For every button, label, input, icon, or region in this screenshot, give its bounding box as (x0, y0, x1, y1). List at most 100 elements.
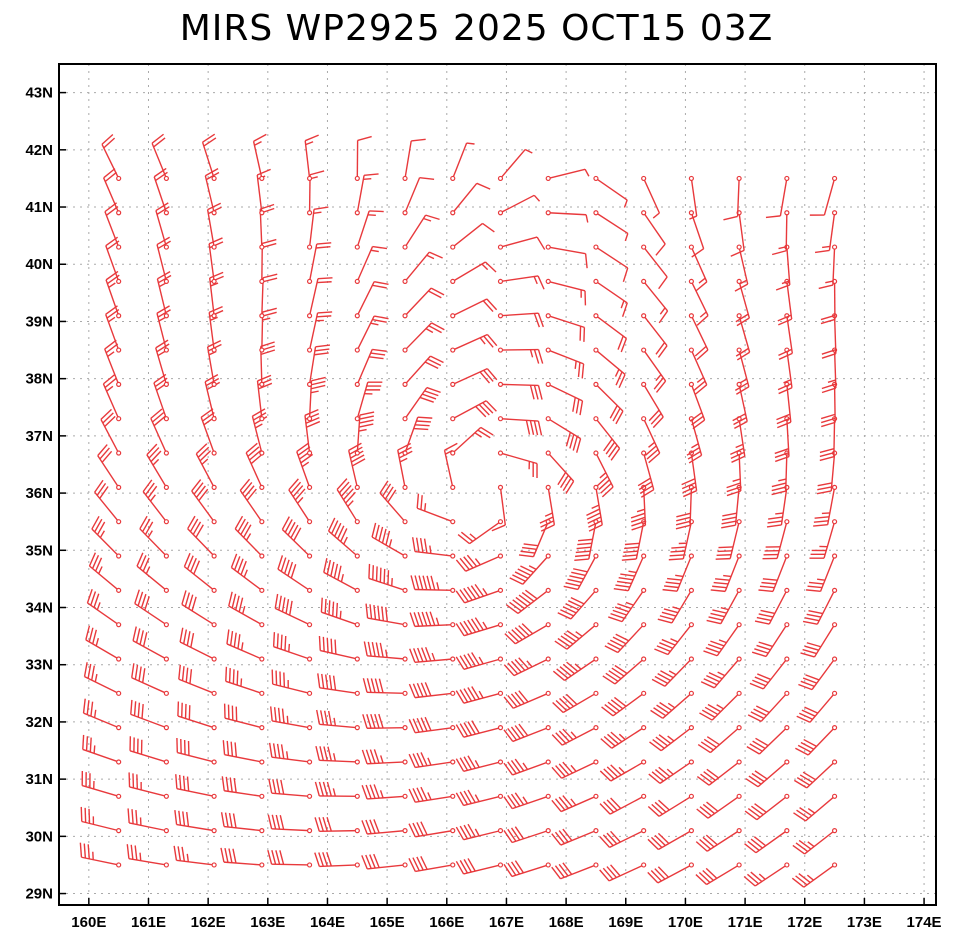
wind-barb (127, 808, 169, 834)
wind-barb (641, 278, 669, 324)
wind-barb (641, 210, 666, 256)
wind-barb (710, 553, 742, 593)
wind-barb (245, 442, 265, 490)
wind-barb (778, 313, 794, 360)
wind-barb (361, 784, 408, 800)
wind-barb (139, 515, 169, 559)
wind-barb (323, 558, 360, 593)
wind-barb (252, 133, 267, 182)
wind-barb (177, 701, 217, 731)
wind-barb (744, 828, 790, 854)
wind-barb (402, 214, 440, 250)
wind-barb (715, 519, 742, 560)
wind-barb (315, 745, 360, 765)
wind-barb (83, 662, 122, 696)
wind-barb (545, 278, 587, 306)
lon-tick-label: 161E (131, 914, 166, 931)
wind-barb (408, 716, 456, 734)
wind-barb (354, 381, 383, 422)
wind-barb (814, 210, 838, 254)
grid-lines (59, 64, 936, 905)
wind-barb (94, 479, 122, 525)
wind-barb (402, 251, 443, 285)
wind-barb (455, 617, 504, 637)
wind-barb (455, 789, 504, 807)
wind-barb (101, 134, 122, 182)
wind-barb (545, 416, 582, 453)
lat-tick-label: 36N (25, 485, 53, 502)
wind-barb (593, 175, 628, 208)
wind-barb (268, 742, 313, 765)
wind-barb (363, 641, 408, 662)
wind-barb (354, 135, 372, 182)
wind-barb (688, 347, 708, 395)
wind-barb (744, 793, 790, 821)
wind-barb (81, 771, 122, 799)
wind-barb (503, 656, 551, 677)
wind-barb (281, 516, 313, 559)
wind-barb (455, 823, 504, 841)
longitude-axis: 160E 161E 162E 163E 164E 165E 166E 167E 168E 169E… (71, 898, 942, 931)
wind-barb (604, 622, 647, 654)
wind-barb (450, 222, 495, 250)
wind-barb (402, 322, 445, 353)
wind-barb (675, 484, 694, 530)
wind-barb (751, 622, 790, 658)
wind-barb (503, 690, 551, 709)
wind-barb (179, 627, 217, 662)
wind-barb (545, 381, 584, 416)
wind-barb (518, 519, 551, 558)
wind-barb (183, 552, 217, 593)
wind-barb (802, 587, 838, 625)
wind-barb (361, 749, 408, 765)
wind-barb (696, 759, 742, 786)
wind-barb (153, 167, 169, 216)
wind-barb (402, 176, 435, 216)
wind-barb (220, 847, 265, 868)
wind-barb (191, 479, 217, 525)
wind-barb (599, 862, 647, 882)
wind-barb (80, 806, 122, 834)
wind-barb (201, 133, 217, 182)
wind-barb (734, 347, 750, 395)
wind-barb (251, 408, 268, 456)
wind-barb (379, 480, 408, 525)
wind-barb (274, 593, 313, 628)
wind-barb (696, 793, 742, 819)
wind-barb (754, 587, 790, 625)
wind-barb (304, 409, 321, 456)
wind-barb (408, 821, 456, 838)
wind-barb (700, 656, 742, 689)
wind-barb (545, 347, 585, 379)
wind-barb (503, 860, 551, 878)
lon-tick-label: 164E (310, 914, 345, 931)
wind-barb (455, 652, 504, 670)
wind-barb (647, 828, 694, 851)
wind-barb (156, 305, 171, 353)
wind-barb (354, 280, 389, 319)
wind-barb (695, 862, 742, 886)
wind-barb (408, 752, 456, 769)
wind-barb (641, 416, 661, 464)
wind-barb (104, 339, 122, 387)
wind-barb (368, 563, 408, 593)
wind-barb (408, 855, 456, 873)
wind-barb (593, 450, 614, 498)
wind-barb (657, 587, 694, 624)
wind-barb (654, 622, 694, 656)
wind-barb (306, 376, 326, 422)
map-title: MIRS WP2925 2025 OCT15 03Z (179, 8, 774, 49)
wind-barb (256, 168, 271, 216)
wind-barb (762, 519, 790, 560)
wind-barb (600, 725, 647, 749)
wind-barb (455, 858, 504, 875)
wind-barb (239, 478, 265, 525)
wind-barb (809, 175, 838, 216)
wind-barb (630, 484, 647, 531)
wind-barb (746, 725, 790, 755)
wind-barb (706, 587, 742, 625)
wind-barb (545, 244, 588, 269)
wind-barb (497, 194, 541, 216)
wind-barb (455, 583, 504, 604)
wind-barb (586, 484, 603, 532)
